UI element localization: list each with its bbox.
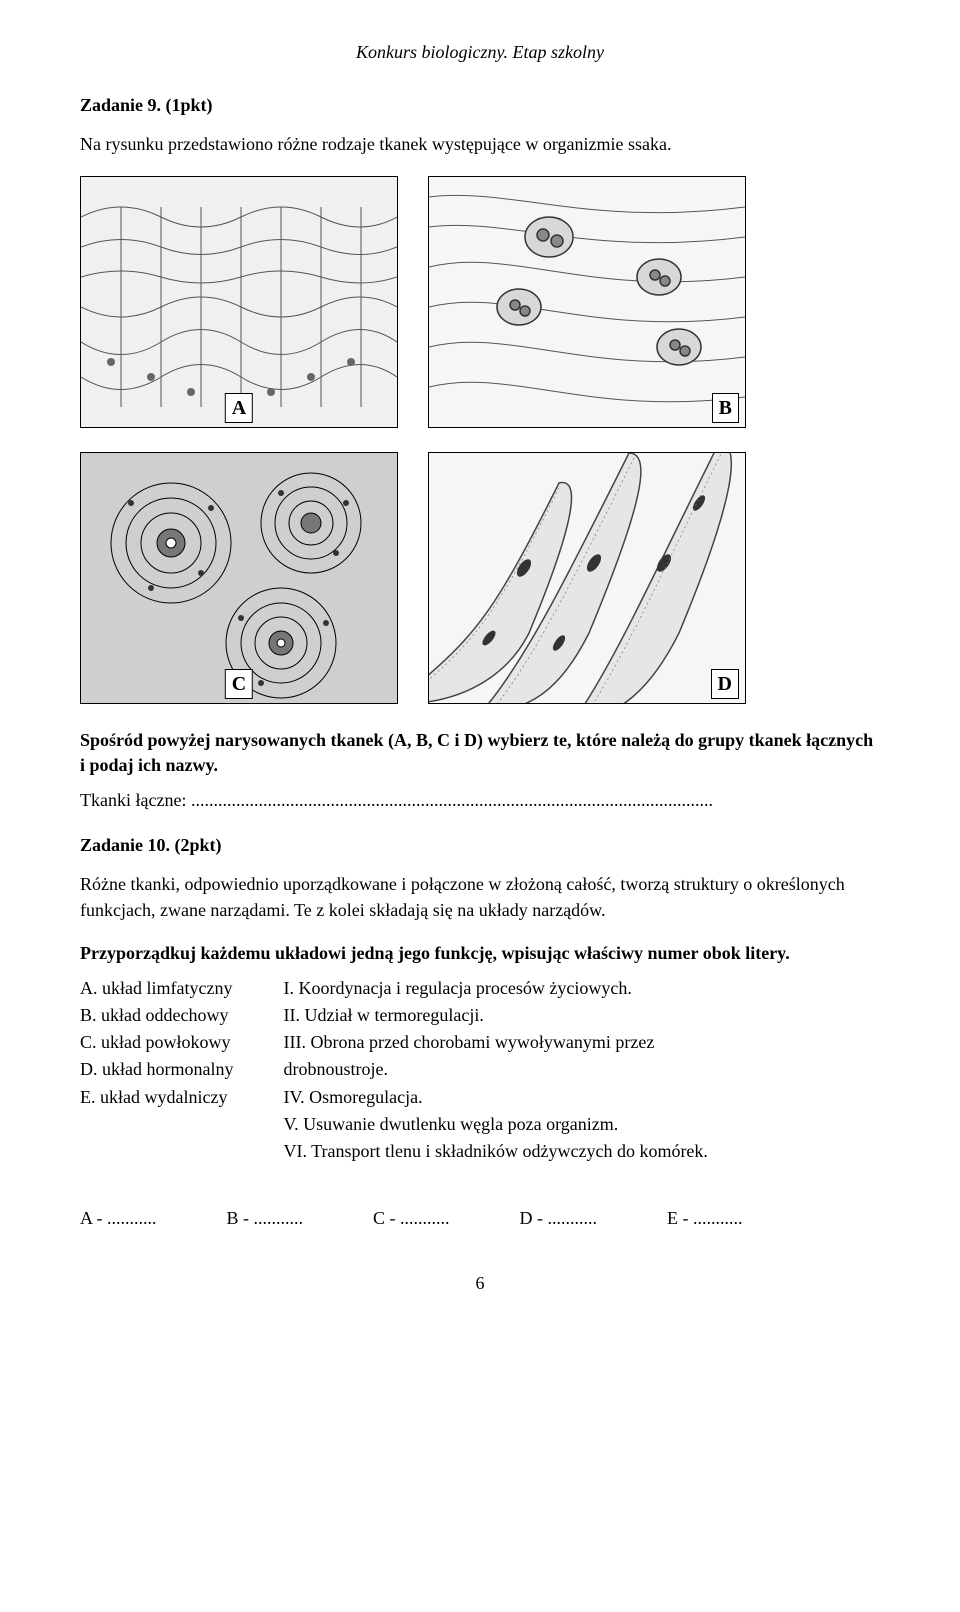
image-label-a: A xyxy=(225,393,253,423)
task9-image-row-1: A B xyxy=(80,176,880,428)
list-item: C. układ powłokowy xyxy=(80,1030,233,1055)
task9-image-row-2: C D xyxy=(80,452,880,704)
list-item: D. układ hormonalny xyxy=(80,1057,233,1082)
task9-question: Spośród powyżej narysowanych tkanek (A, … xyxy=(80,728,880,778)
list-item: A. układ limfatyczny xyxy=(80,976,233,1001)
image-label-d: D xyxy=(711,669,739,699)
task10-intro: Różne tkanki, odpowiednio uporządkowane … xyxy=(80,872,880,922)
tissue-image-b: B xyxy=(428,176,746,428)
task10-matching: A. układ limfatyczny B. układ oddechowy … xyxy=(80,976,880,1166)
list-item: B. układ oddechowy xyxy=(80,1003,233,1028)
page-number: 6 xyxy=(80,1271,880,1296)
task9-fill-line: Tkanki łączne: .........................… xyxy=(80,788,880,813)
image-label-c: C xyxy=(225,669,253,699)
list-item: III. Obrona przed chorobami wywoływanymi… xyxy=(283,1030,707,1055)
task10-right-column: I. Koordynacja i regulacja procesów życi… xyxy=(283,976,707,1166)
page-header: Konkurs biologiczny. Etap szkolny xyxy=(80,40,880,65)
tissue-image-a: A xyxy=(80,176,398,428)
image-label-b: B xyxy=(712,393,739,423)
list-item: E. układ wydalniczy xyxy=(80,1085,233,1110)
list-item: VI. Transport tlenu i składników odżywcz… xyxy=(283,1139,707,1164)
task9-intro: Na rysunku przedstawiono różne rodzaje t… xyxy=(80,132,880,157)
tissue-image-c: C xyxy=(80,452,398,704)
list-item: I. Koordynacja i regulacja procesów życi… xyxy=(283,976,707,1001)
list-item: drobnoustroje. xyxy=(283,1057,707,1082)
task9-title: Zadanie 9. (1pkt) xyxy=(80,93,880,118)
answer-b: B - ........... xyxy=(227,1206,304,1231)
tissue-image-d: D xyxy=(428,452,746,704)
task10-answer-line: A - ........... B - ........... C - ....… xyxy=(80,1206,880,1231)
task10-left-column: A. układ limfatyczny B. układ oddechowy … xyxy=(80,976,233,1166)
answer-c: C - ........... xyxy=(373,1206,450,1231)
task10-title: Zadanie 10. (2pkt) xyxy=(80,833,880,858)
answer-e: E - ........... xyxy=(667,1206,743,1231)
task10-instruction: Przyporządkuj każdemu układowi jedną jeg… xyxy=(80,941,880,966)
list-item: II. Udział w termoregulacji. xyxy=(283,1003,707,1028)
list-item: IV. Osmoregulacja. xyxy=(283,1085,707,1110)
answer-d: D - ........... xyxy=(520,1206,598,1231)
list-item: V. Usuwanie dwutlenku węgla poza organiz… xyxy=(283,1112,707,1137)
answer-a: A - ........... xyxy=(80,1206,157,1231)
